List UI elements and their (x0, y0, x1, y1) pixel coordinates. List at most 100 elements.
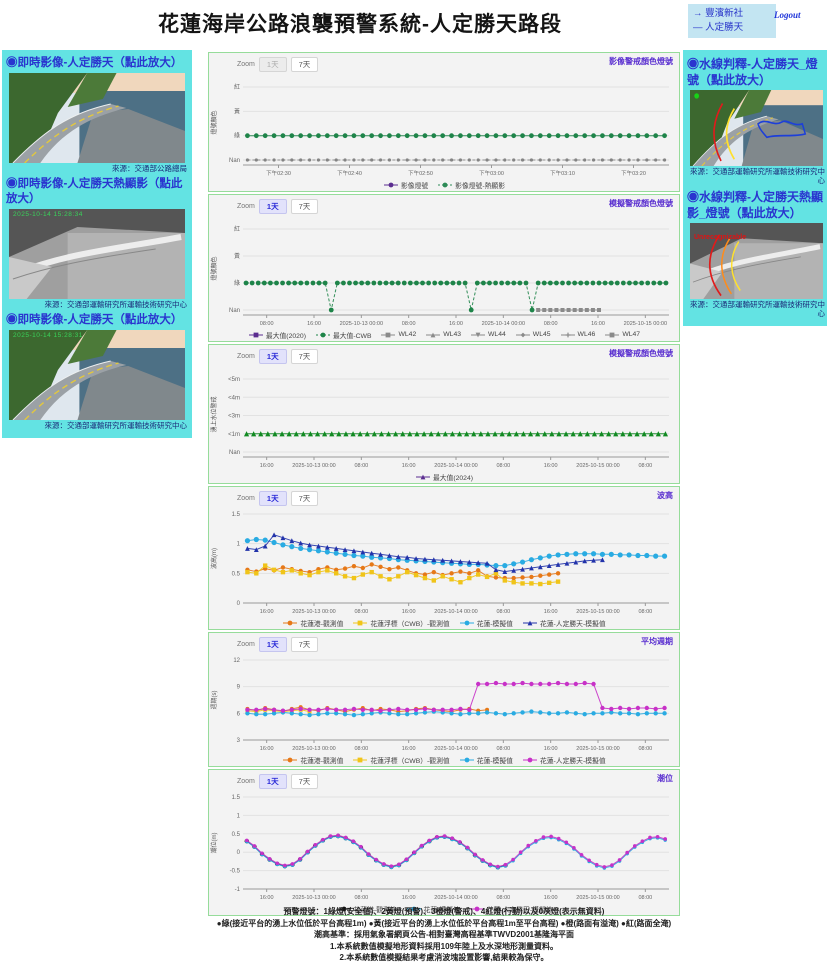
legend-item[interactable]: WL46 (560, 331, 595, 339)
legend-marker-icon (426, 332, 441, 337)
svg-text:16:00: 16:00 (544, 463, 558, 469)
zoom-range-button[interactable]: 1天 (258, 637, 287, 652)
waterline-image-1[interactable] (690, 90, 823, 166)
svg-text:08:00: 08:00 (638, 609, 652, 615)
zoom-range-button[interactable]: 7天 (290, 199, 319, 214)
zoom-range-button[interactable]: 7天 (290, 637, 319, 652)
zoom-range-button[interactable]: 1天 (258, 349, 287, 364)
note-line: 預警燈號：1綠燈(安全值)、2黃燈(預警)、3橙燈(警戒)、4紅燈(行動)以及0… (283, 907, 605, 916)
zoom-range-button[interactable]: 7天 (290, 774, 319, 789)
svg-text:16:00: 16:00 (449, 321, 463, 327)
live-camera-image-3[interactable]: 2025-10-14 15:28:31 (9, 330, 185, 420)
zoom-controls: Zoom 1天 7天 (209, 770, 679, 790)
legend-item[interactable]: 花蓮-人定勝天-模擬值 (522, 618, 606, 628)
legend-item[interactable]: WL47 (604, 331, 640, 339)
svg-text:16:00: 16:00 (260, 746, 274, 752)
legend-item[interactable]: 花蓮-模擬值 (459, 618, 513, 628)
legend-label: 花蓮港-觀測值 (300, 757, 344, 765)
legend-marker-icon (605, 332, 620, 337)
chart-legend: 花蓮港-觀測值 花蓮浮標（CWB）-觀測值 花蓮-模擬值 花蓮-人定勝天-模擬值 (209, 616, 679, 629)
chart-legend: 最大值(2024) (209, 470, 679, 483)
zoom-range-button[interactable]: 7天 (290, 349, 319, 364)
legend-item[interactable]: 影像燈號-熱顯影 (437, 180, 505, 190)
svg-text:08:00: 08:00 (402, 321, 416, 327)
live-camera-image-2[interactable]: 2025-10-14 15:28:34 (9, 209, 185, 299)
legend-item[interactable]: WL45 (515, 331, 551, 339)
live-image-link-1[interactable]: ◉即時影像-人定勝天（點此放大） (6, 57, 183, 69)
svg-text:08:00: 08:00 (496, 746, 510, 752)
svg-text:2025-10-15 00:00: 2025-10-15 00:00 (576, 746, 619, 752)
nav-link-rending-shengtian[interactable]: — 人定勝天 (693, 22, 744, 33)
legend-label: 花蓮-模擬值 (423, 906, 460, 914)
svg-text:16:00: 16:00 (402, 746, 416, 752)
legend-item[interactable]: WL42 (380, 331, 416, 339)
legend-label: WL45 (532, 331, 551, 338)
svg-text:2025-10-13 00:00: 2025-10-13 00:00 (292, 746, 335, 752)
image-source-caption: 來源：交通部運輸研究所運輸技術研究中心 (690, 300, 825, 318)
chart-plot[interactable]: 3 6 9 12 16:00 2025-10-13 00:00 08:00 16:00 2025… (209, 653, 679, 753)
svg-text:2025-10-15 00:00: 2025-10-15 00:00 (576, 895, 619, 901)
legend-label: 花蓮-模擬值 (476, 757, 513, 765)
legend-item[interactable]: 最大值(2024) (415, 472, 473, 482)
zoom-range-button[interactable]: 7天 (290, 491, 319, 506)
live-image-link-3[interactable]: ◉即時影像-人定勝天（點此放大） (6, 314, 183, 326)
zoom-range-button[interactable]: 1天 (258, 491, 287, 506)
legend-item[interactable]: 花蓮浮標（CWB）-觀測值 (352, 755, 450, 765)
svg-text:08:00: 08:00 (260, 321, 274, 327)
logout-link[interactable]: Logout (774, 10, 801, 20)
legend-item[interactable]: 最大值(2020) (248, 330, 306, 340)
legend-item[interactable]: 花蓮-模擬值 (459, 755, 513, 765)
waterline-image-link-2[interactable]: ◉水線判釋-人定勝天熱顯影_燈號（點此放大） (687, 190, 823, 220)
svg-text:2025-10-13 00:00: 2025-10-13 00:00 (340, 321, 383, 327)
page-title: 花蓮海岸公路浪襲預警系統-人定勝天路段 (158, 13, 562, 36)
legend-label: 花蓮-人定勝天-模擬值 (539, 620, 606, 628)
legend-item[interactable]: 花蓮港-觀測值 (282, 755, 343, 765)
waterline-image-link-1[interactable]: ◉水線判釋-人定勝天_燈號（點此放大） (687, 57, 818, 87)
chart-title: 波高 (657, 491, 673, 500)
zoom-range-button[interactable]: 1天 (258, 57, 287, 72)
svg-text:16:00: 16:00 (402, 609, 416, 615)
chart-plot[interactable]: Nan 綠 黃 紅 08:00 16:00 2025-10-13 00:00 08:00 16:… (209, 215, 679, 328)
legend-item[interactable]: 花蓮-模擬值 (406, 904, 460, 914)
chart-plot[interactable]: -1 -0.5 0 0.5 1 1.5 16:00 2025-10-13 00:00 08:00… (209, 790, 679, 902)
svg-text:湧上水位警戒: 湧上水位警戒 (210, 396, 218, 432)
chart-plot[interactable]: 0 0.5 1 1.5 16:00 2025-10-13 00:00 08:00 16:00 2… (209, 507, 679, 616)
legend-item[interactable]: WL44 (470, 331, 506, 339)
svg-text:16:00: 16:00 (260, 463, 274, 469)
live-camera-image-1[interactable] (9, 73, 185, 163)
zoom-range-button[interactable]: 7天 (290, 57, 319, 72)
thermal-photo (9, 209, 185, 299)
legend-item[interactable]: 花蓮港-觀測值 (282, 618, 343, 628)
road-photo (9, 330, 185, 420)
svg-text:9: 9 (237, 685, 241, 691)
legend-item[interactable]: 花蓮浮標（CWB）-觀測值 (352, 618, 450, 628)
svg-text:<4m: <4m (228, 395, 240, 401)
svg-text:16:00: 16:00 (260, 895, 274, 901)
legend-label: WL44 (488, 331, 506, 338)
legend-label: WL47 (622, 331, 641, 338)
legend-item[interactable]: 花蓮-人定勝天-模擬值 (522, 755, 606, 765)
zoom-label: Zoom (237, 495, 255, 502)
live-image-link-2[interactable]: ◉即時影像-人定勝天熱顯影（點此放大） (6, 178, 183, 205)
nav-link-fengbin-xinshe[interactable]: → 豐濱新社 (693, 8, 744, 19)
zoom-range-button[interactable]: 1天 (258, 199, 287, 214)
svg-text:燈號顏色: 燈號顏色 (210, 110, 218, 134)
svg-text:0.5: 0.5 (232, 571, 241, 577)
waterline-image-2[interactable]: Unrecognizable (690, 223, 823, 299)
legend-item[interactable]: 影像燈號 (383, 180, 428, 190)
zoom-range-button[interactable]: 1天 (258, 774, 287, 789)
zoom-controls: Zoom 1天 7天 (209, 195, 679, 215)
legend-item[interactable]: WL43 (425, 331, 461, 339)
legend-item[interactable]: 花蓮-人定勝天-模擬值 (469, 904, 553, 914)
warning-legend-notes: 預警燈號：1綠燈(安全值)、2黃燈(預警)、3橙燈(警戒)、4紅燈(行動)以及0… (178, 906, 710, 963)
legend-item[interactable]: 最大值-CWB (315, 330, 371, 340)
chart-plot[interactable]: Nan <1m <3m <4m <5m 16:00 2025-10-13 00:00 08:0… (209, 365, 679, 470)
legend-item[interactable]: 花蓮港-觀測值 (336, 904, 397, 914)
svg-text:0: 0 (237, 601, 241, 607)
svg-text:週期(s): 週期(s) (210, 691, 218, 710)
chart-title: 模擬警戒顏色燈號 (609, 349, 673, 358)
zoom-label: Zoom (237, 353, 255, 360)
svg-text:2025-10-14 00:00: 2025-10-14 00:00 (434, 746, 477, 752)
legend-marker-icon (522, 620, 537, 625)
